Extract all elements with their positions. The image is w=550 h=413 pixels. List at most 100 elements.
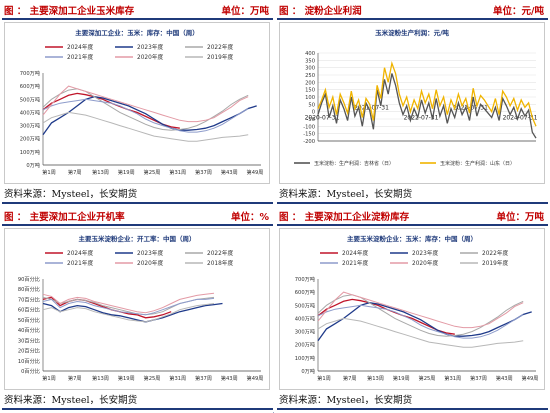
y-tick-label: 80百分比 bbox=[18, 285, 40, 293]
panel-header: 图 ： 主要深加工企业淀粉库存 单位：万吨 bbox=[277, 207, 548, 226]
legend-label: 2021年度 bbox=[67, 259, 94, 267]
legend-label: 2019年度 bbox=[482, 259, 509, 267]
x-tick-label: 第25周 bbox=[419, 374, 436, 382]
legend-label: 2024年度 bbox=[67, 249, 94, 257]
legend-label: 2021年度 bbox=[67, 53, 94, 61]
chart-svg: 主要深加工企业：玉米：库存：中国（周） 0万吨 100万吨 200万吨 300万吨 400… bbox=[20, 28, 264, 176]
chart-area: 主要玉米淀粉企业：开工率：中国（周） 0百分比 10百分比 20百分比 30百分比 40百… bbox=[4, 228, 270, 390]
legend-label: 玉米淀粉：生产利润：吉林省（日） bbox=[314, 160, 394, 167]
y-tick-label: 500万吨 bbox=[20, 95, 40, 103]
y-tick-label: 600万吨 bbox=[20, 82, 40, 90]
x-tick-label: 第43周 bbox=[221, 168, 238, 176]
y-tick-label: 400万吨 bbox=[295, 314, 315, 322]
x-tick-label: 第49周 bbox=[247, 168, 264, 176]
y-tick-label: 100 bbox=[305, 95, 315, 101]
y-tick-label: 600万吨 bbox=[295, 288, 315, 296]
x-tick-label: 第7周 bbox=[68, 168, 82, 176]
x-tick-label: 第37周 bbox=[195, 374, 212, 382]
x-tick-label: 2021-07-31 bbox=[354, 105, 389, 112]
series-line bbox=[317, 73, 537, 139]
legend-label: 2021年度 bbox=[342, 259, 369, 267]
panel-starch-inventory: 图 ： 主要深加工企业淀粉库存 单位：万吨 主要玉米淀粉企业：玉米：库存：中国（… bbox=[275, 206, 550, 412]
x-tick-label: 第1周 bbox=[42, 374, 56, 382]
series-line bbox=[317, 317, 524, 348]
x-tick-label: 第19周 bbox=[118, 374, 135, 382]
y-tick-label: 40百分比 bbox=[18, 326, 40, 334]
series-line bbox=[42, 303, 215, 323]
y-tick-label: 90百分比 bbox=[18, 275, 40, 283]
panel-starch-profit: 图 ： 淀粉企业利润 单位：元/吨 玉米淀粉生产利润：元/吨 -200 -150 -1… bbox=[275, 0, 550, 206]
legend-label: 2023年度 bbox=[137, 249, 164, 257]
panel-unit: 单位：万吨 bbox=[496, 212, 544, 223]
x-tick-label: 第13周 bbox=[92, 168, 109, 176]
panel-header: 图 ： 淀粉企业利润 单位：元/吨 bbox=[277, 1, 548, 20]
panel-header: 图 ： 主要深加工企业玉米库存 单位：万吨 bbox=[2, 1, 273, 20]
x-tick-label: 第43周 bbox=[221, 374, 238, 382]
x-tick-label: 2024-07-31 bbox=[503, 115, 538, 122]
y-tick-label: 50 bbox=[308, 102, 315, 108]
panel-footer-rule bbox=[277, 202, 548, 204]
series-line bbox=[42, 111, 249, 142]
x-tick-label: 第1周 bbox=[317, 374, 331, 382]
source-note: 资料来源：Mysteel，长安期货 bbox=[4, 189, 138, 200]
y-tick-label: 150 bbox=[305, 88, 315, 94]
x-tick-label: 第25周 bbox=[144, 374, 161, 382]
y-tick-label: -200 bbox=[303, 139, 315, 145]
y-tick-label: 50百分比 bbox=[18, 316, 40, 324]
chart-svg: 玉米淀粉生产利润：元/吨-200-150-100-500501001502002… bbox=[294, 28, 538, 167]
x-tick-label: 第49周 bbox=[522, 374, 539, 382]
y-tick-label: 200万吨 bbox=[20, 135, 40, 143]
x-tick-label: 第37周 bbox=[470, 374, 487, 382]
legend-label: 2020年度 bbox=[137, 53, 164, 61]
panel-unit: 单位：元/吨 bbox=[493, 6, 544, 17]
legend-label: 2022年度 bbox=[207, 249, 234, 257]
chart-area: 主要深加工企业：玉米：库存：中国（周） 0万吨 100万吨 200万吨 300万吨 400… bbox=[4, 22, 270, 184]
series-line bbox=[42, 297, 215, 316]
x-tick-label: 2022-07-31 bbox=[404, 115, 439, 122]
panel-title: 图 ： 主要深加工企业淀粉库存 bbox=[279, 212, 410, 223]
x-tick-label: 第49周 bbox=[247, 374, 264, 382]
legend-label: 2022年度 bbox=[207, 43, 234, 51]
legend-label: 2022年度 bbox=[482, 249, 509, 257]
series-line bbox=[42, 98, 249, 133]
y-tick-label: 250 bbox=[305, 73, 315, 79]
legend-label: 2024年度 bbox=[342, 249, 369, 257]
y-tick-label: 100万吨 bbox=[295, 354, 315, 362]
x-tick-label: 第7周 bbox=[343, 374, 357, 382]
chart-title: 主要玉米淀粉企业：开工率：中国（周） bbox=[79, 234, 196, 243]
y-tick-label: 100万吨 bbox=[20, 148, 40, 156]
series-line bbox=[42, 302, 223, 323]
series-line bbox=[42, 296, 215, 316]
y-tick-label: 700万吨 bbox=[20, 69, 40, 77]
panel-unit: 单位：万吨 bbox=[221, 6, 269, 17]
x-tick-label: 第25周 bbox=[144, 168, 161, 176]
panel-footer-rule bbox=[2, 202, 273, 204]
source-note: 资料来源：Mysteel，长安期货 bbox=[279, 395, 413, 406]
chart-title: 主要玉米淀粉企业：玉米：库存：中国（周） bbox=[347, 234, 477, 243]
y-tick-label: 200 bbox=[305, 80, 315, 86]
y-tick-label: 0 bbox=[312, 110, 315, 116]
source-note: 资料来源：Mysteel，长安期货 bbox=[4, 395, 138, 406]
x-tick-label: 第19周 bbox=[393, 374, 410, 382]
panel-operating-rate: 图 ： 主要深加工企业开机率 单位：% 主要玉米淀粉企业：开工率：中国（周） 0百… bbox=[0, 206, 275, 412]
chart-title: 玉米淀粉生产利润：元/吨 bbox=[375, 28, 449, 37]
legend-label: 2020年度 bbox=[137, 259, 164, 267]
series-line bbox=[42, 85, 249, 123]
chart-area: 主要玉米淀粉企业：玉米：库存：中国（周） 0万吨 100万吨 200万吨 300万吨 40… bbox=[279, 228, 545, 390]
legend-label: 2019年度 bbox=[207, 53, 234, 61]
y-tick-label: 60百分比 bbox=[18, 306, 40, 314]
panel-title: 图 ： 淀粉企业利润 bbox=[279, 6, 362, 17]
panel-footer-rule bbox=[2, 408, 273, 410]
y-tick-label: 700万吨 bbox=[295, 275, 315, 283]
x-tick-label: 第19周 bbox=[118, 168, 135, 176]
series-line bbox=[42, 292, 215, 314]
y-tick-label: 10百分比 bbox=[18, 357, 40, 365]
y-tick-label: -100 bbox=[303, 124, 315, 130]
y-tick-label: -150 bbox=[303, 132, 315, 138]
y-tick-label: 30百分比 bbox=[18, 336, 40, 344]
series-line bbox=[317, 302, 532, 342]
x-tick-label: 第31周 bbox=[169, 168, 186, 176]
panel-header: 图 ： 主要深加工企业开机率 单位：% bbox=[2, 207, 273, 226]
x-tick-label: 第37周 bbox=[195, 168, 212, 176]
x-tick-label: 第43周 bbox=[496, 374, 513, 382]
